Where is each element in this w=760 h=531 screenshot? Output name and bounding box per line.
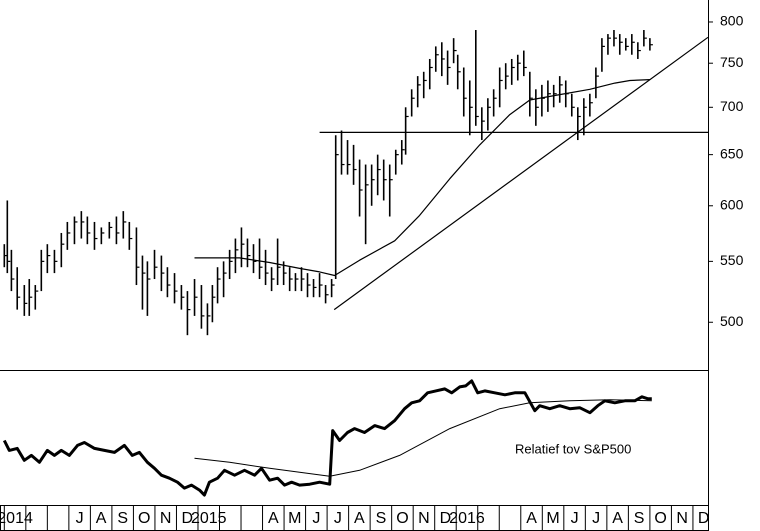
overlay-line — [333, 36, 709, 311]
x-tick-label: S — [117, 510, 128, 527]
x-tick-label: 2015 — [191, 510, 227, 527]
x-tick-label: A — [526, 510, 537, 527]
x-tick-label: S — [376, 510, 387, 527]
x-tick-label: M — [288, 510, 301, 527]
series-line — [2, 379, 652, 497]
x-tick-label: O — [654, 510, 666, 527]
annotation: Relatief tov S&P500 — [515, 441, 631, 456]
x-tick-label: A — [268, 510, 279, 527]
x-tick-label: O — [138, 510, 150, 527]
y-tick-label: 600 — [720, 196, 744, 212]
x-tick-label: J — [76, 510, 84, 527]
x-tick-label: D — [181, 510, 193, 527]
y-tick-label: 500 — [720, 313, 744, 329]
x-tick-label: N — [418, 510, 430, 527]
x-tick-label: O — [396, 510, 408, 527]
x-tick-label: J — [334, 510, 342, 527]
x-tick-label: D — [440, 510, 452, 527]
series-line — [194, 399, 652, 477]
y-tick-label: 550 — [720, 252, 744, 268]
y-tick-label: 800 — [720, 13, 744, 29]
x-tick-label: S — [634, 510, 645, 527]
x-tick-label: 2016 — [449, 510, 485, 527]
y-tick-label: 650 — [720, 145, 744, 161]
x-tick-label: J — [312, 510, 320, 527]
y-tick-label: 700 — [720, 98, 744, 114]
x-tick-label: D — [698, 510, 710, 527]
x-tick-label: A — [96, 510, 107, 527]
x-tick-label: N — [676, 510, 688, 527]
overlay-line — [194, 79, 650, 277]
x-tick-label: A — [354, 510, 365, 527]
x-tick-label: 2014 — [0, 510, 33, 527]
x-tick-label: J — [571, 510, 579, 527]
x-tick-label: A — [612, 510, 623, 527]
x-tick-label: N — [160, 510, 172, 527]
y-tick-label: 750 — [720, 54, 744, 70]
x-tick-label: M — [546, 510, 559, 527]
x-tick-label: J — [592, 510, 600, 527]
